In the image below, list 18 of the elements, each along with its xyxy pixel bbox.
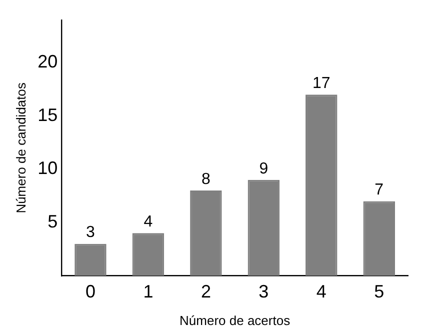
x-tick-label: 4 [316,282,326,302]
x-tick-label: 3 [258,282,269,302]
data-label: 4 [144,214,153,231]
data-label: 3 [86,224,96,242]
x-tick-label: 2 [200,282,211,302]
y-tick-label: 20 [38,52,58,72]
x-axis-title: Número de acertos [180,312,291,328]
data-label: 9 [259,160,268,178]
x-tick-label: 0 [85,282,96,302]
data-label: 8 [201,170,210,188]
x-tick-label: 1 [143,282,154,302]
data-label: 7 [374,182,384,199]
y-tick-label: 10 [38,158,58,178]
y-axis-title: Número de candidatos [13,82,28,214]
y-tick-label: 5 [48,211,58,232]
x-tick-label: 5 [374,282,384,302]
data-label: 17 [312,75,330,92]
y-tick-label: 15 [38,104,58,125]
